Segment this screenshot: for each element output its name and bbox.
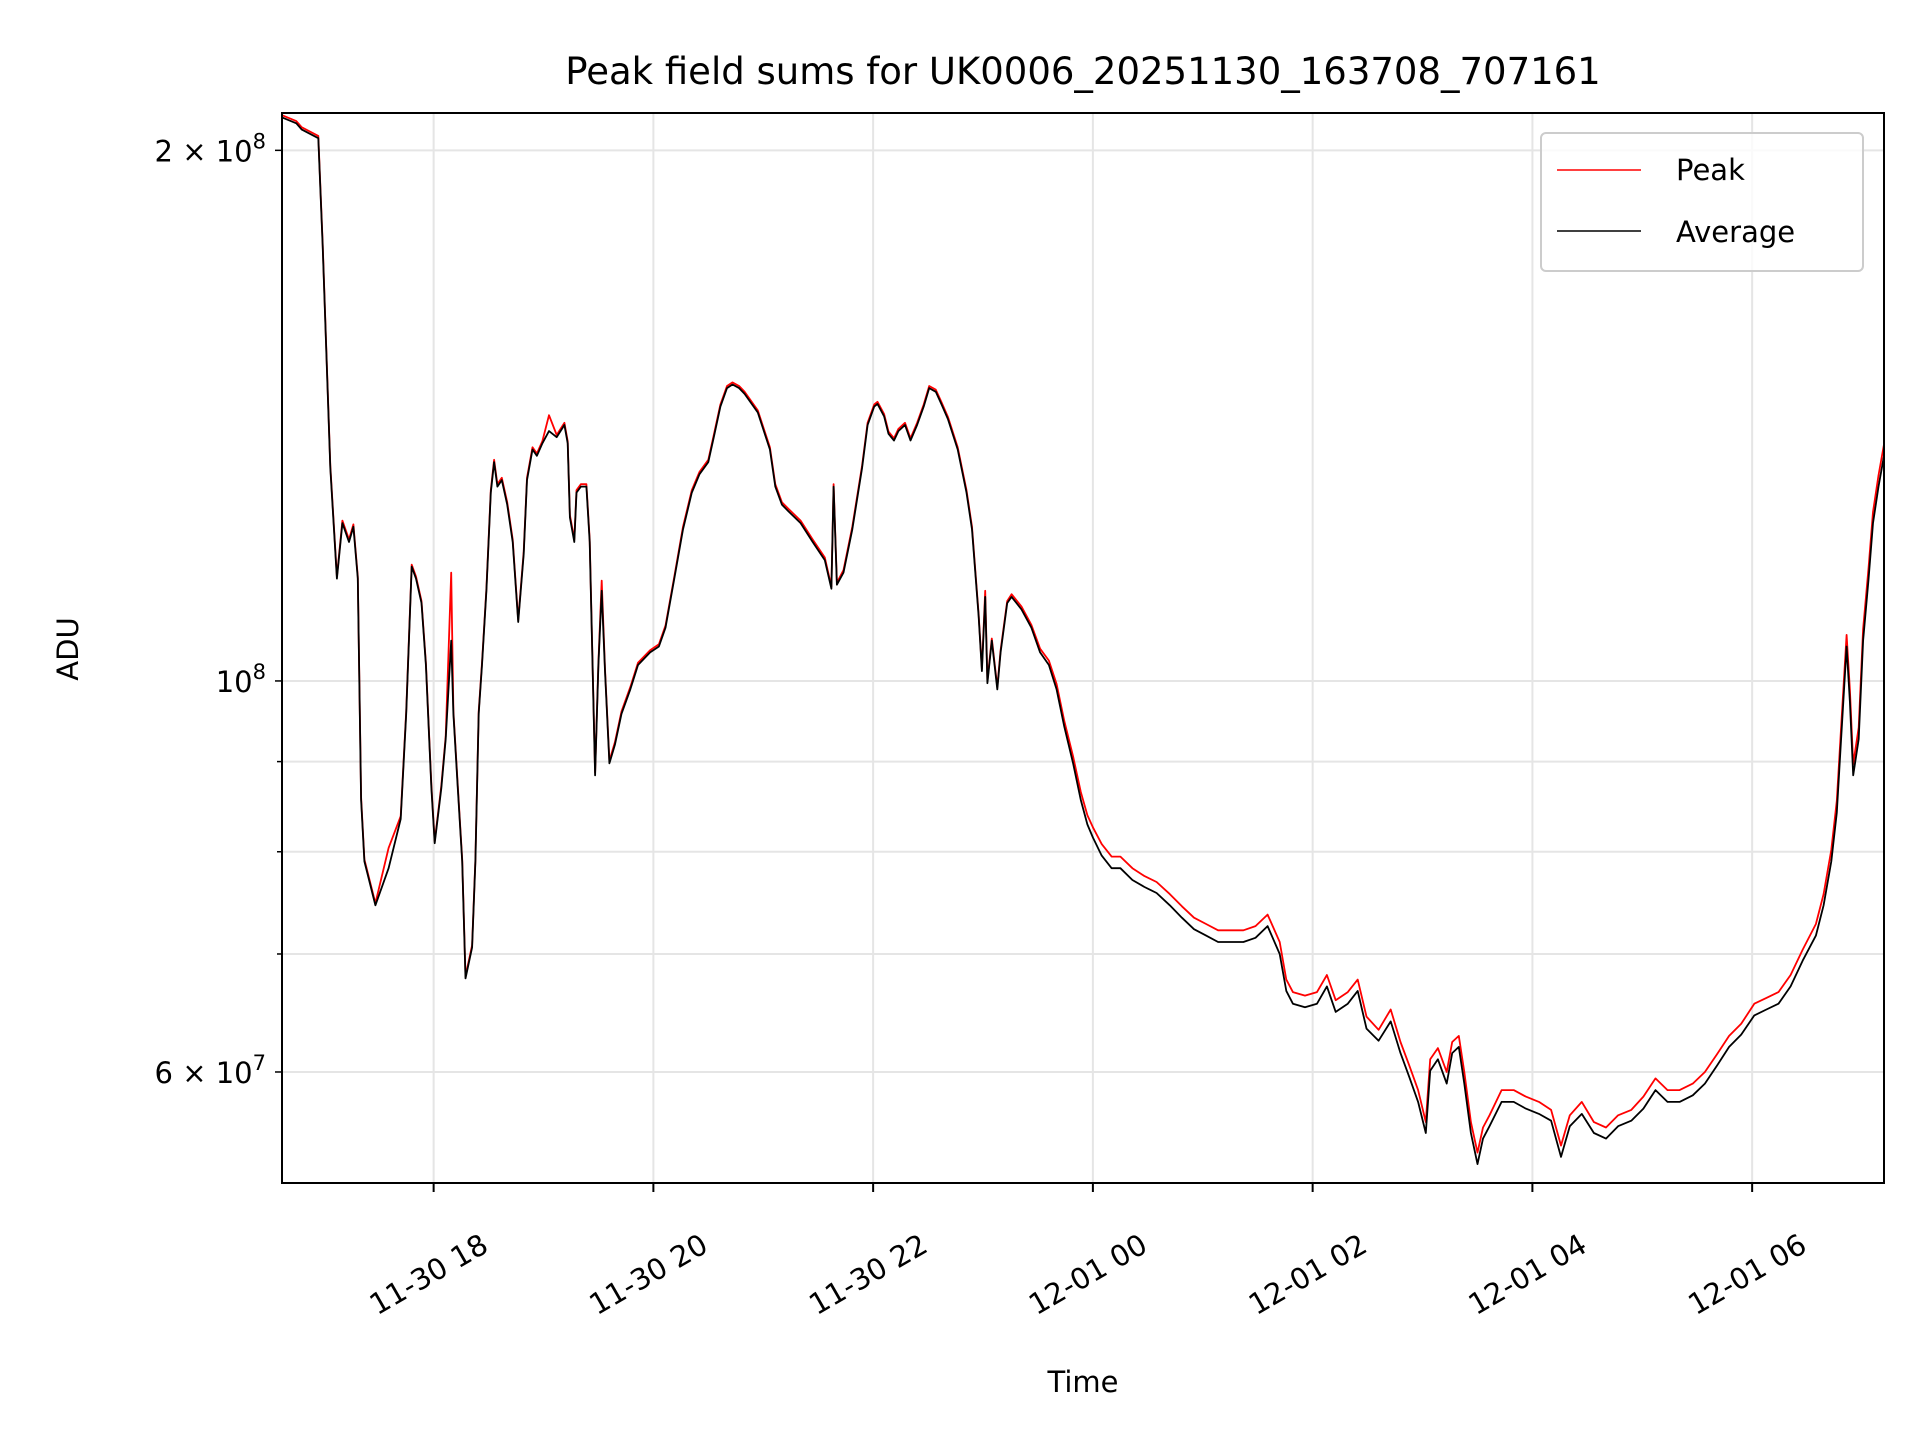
y-tick-label: 2 × 108 bbox=[155, 129, 266, 168]
y-tick-label: 108 bbox=[216, 660, 266, 699]
x-axis-label: Time bbox=[1047, 1365, 1119, 1399]
y-tick-exponent: 7 bbox=[253, 1051, 266, 1075]
legend: Peak Average bbox=[1540, 132, 1864, 272]
plot-lines bbox=[282, 114, 1884, 1165]
y-tick-mantissa: 10 bbox=[216, 665, 253, 699]
axes-frame bbox=[281, 112, 1885, 1184]
y-axis-label: ADU bbox=[51, 617, 85, 680]
average-line bbox=[282, 116, 1884, 1165]
legend-peak-label: Peak bbox=[1676, 153, 1745, 187]
y-tick-exponent: 8 bbox=[253, 129, 266, 153]
legend-box bbox=[1540, 132, 1864, 272]
chart-title: Peak field sums for UK0006_20251130_1637… bbox=[565, 50, 1600, 93]
y-tick-mantissa: 6 × 10 bbox=[155, 1056, 253, 1090]
legend-average-label: Average bbox=[1676, 215, 1795, 249]
y-tick-exponent: 8 bbox=[253, 660, 266, 684]
y-tick-mantissa: 2 × 10 bbox=[155, 134, 253, 168]
y-tick-label: 6 × 107 bbox=[155, 1051, 266, 1090]
